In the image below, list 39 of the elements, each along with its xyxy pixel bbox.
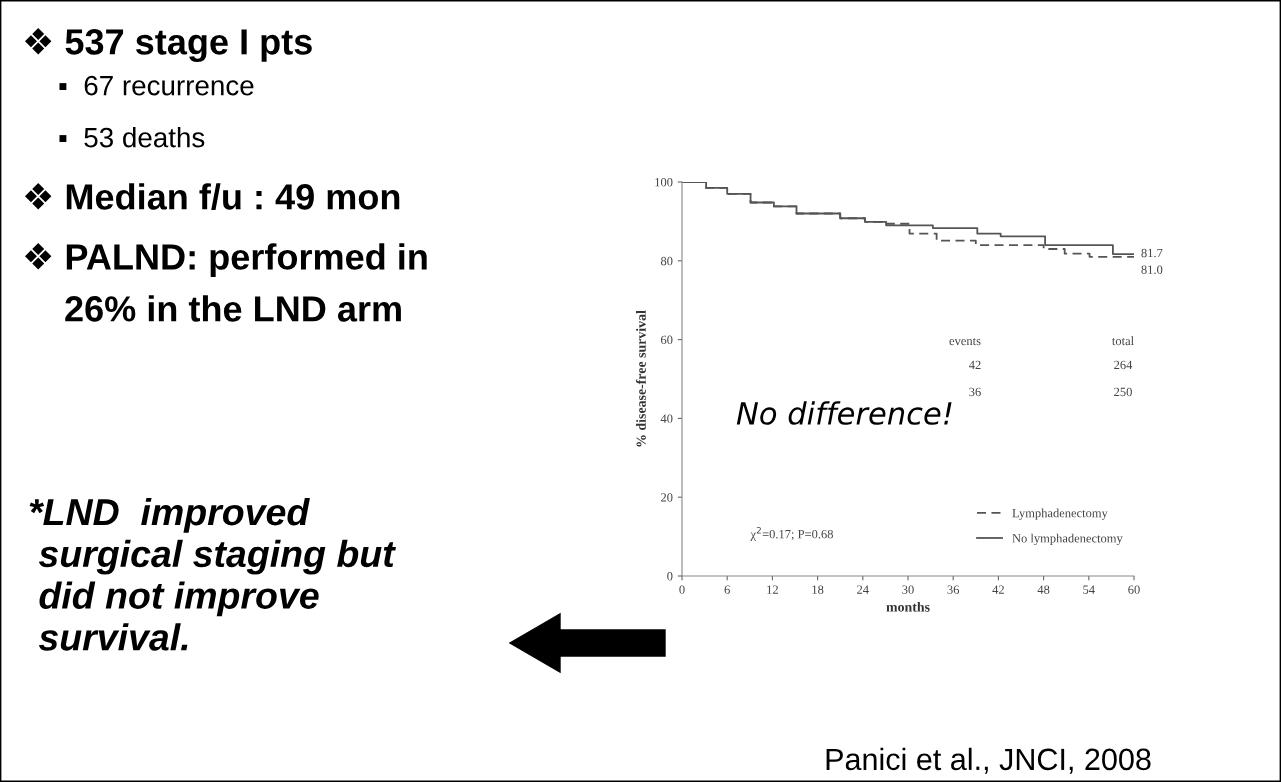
x-tick-label: 42 <box>992 585 1004 594</box>
annotation: 264 <box>1114 360 1133 370</box>
annotation: 250 <box>1114 387 1132 397</box>
text: ▪ 67 recurrence <box>59 75 254 96</box>
x-tick-label: 6 <box>724 585 730 594</box>
annotation: 81.0 <box>1141 265 1163 274</box>
x-tick-label: 18 <box>812 585 824 594</box>
y-tick-label: 80 <box>660 256 673 266</box>
x-tick-label: 12 <box>767 585 778 594</box>
annotation: 36 <box>969 387 981 397</box>
annotation: χ$^{2}$=0.17; P=0.68 <box>750 526 833 541</box>
y-tick-label: 40 <box>660 414 673 423</box>
x-tick-label: 24 <box>857 585 869 594</box>
text: *LND improved surgical staging but did not improve survival. <box>29 497 396 651</box>
x-tick-label: 0 <box>679 585 685 594</box>
y-axis-title: % disease-free survival <box>635 310 646 447</box>
x-tick-label: 30 <box>902 585 914 594</box>
text: ▪ 53 deaths <box>59 127 205 148</box>
text: ❖ PALND: performed in <box>25 243 427 277</box>
x-tick-label: 60 <box>1128 585 1140 594</box>
annotation: total <box>1112 336 1134 346</box>
y-tick-label: 100 <box>655 178 673 187</box>
annotation: events <box>949 337 981 346</box>
x-axis-title: months <box>886 601 930 612</box>
y-tick-label: 0 <box>667 572 673 581</box>
text: ❖ 537 stage I pts <box>25 28 312 62</box>
legend-label: Lymphadenectomy <box>1012 508 1108 520</box>
legend-label: No lymphadenectomy <box>1012 533 1123 546</box>
x-tick-label: 36 <box>947 585 960 594</box>
annotation: 81.7 <box>1141 248 1163 258</box>
y-tick-label: 60 <box>661 335 673 345</box>
y-tick-label: 20 <box>661 493 673 502</box>
text: ❖ Median f/u : 49 mon <box>25 183 400 211</box>
annotation: No difference! <box>736 401 952 425</box>
x-tick-label: 54 <box>1083 585 1095 594</box>
text: Panici et al., JNCI, 2008 <box>826 747 1151 774</box>
x-tick-label: 48 <box>1037 585 1050 594</box>
annotation: 42 <box>968 360 981 370</box>
text: 26% in the LND arm <box>65 295 401 322</box>
